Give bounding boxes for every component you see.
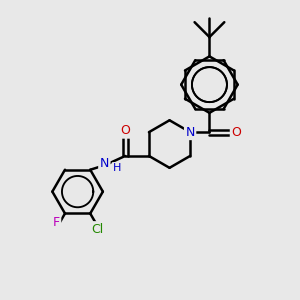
Text: N: N [185,126,195,139]
Text: F: F [52,216,60,229]
Text: O: O [120,124,130,137]
Text: O: O [231,126,241,139]
Text: H: H [113,164,121,173]
Text: Cl: Cl [92,223,104,236]
Text: N: N [100,157,109,170]
